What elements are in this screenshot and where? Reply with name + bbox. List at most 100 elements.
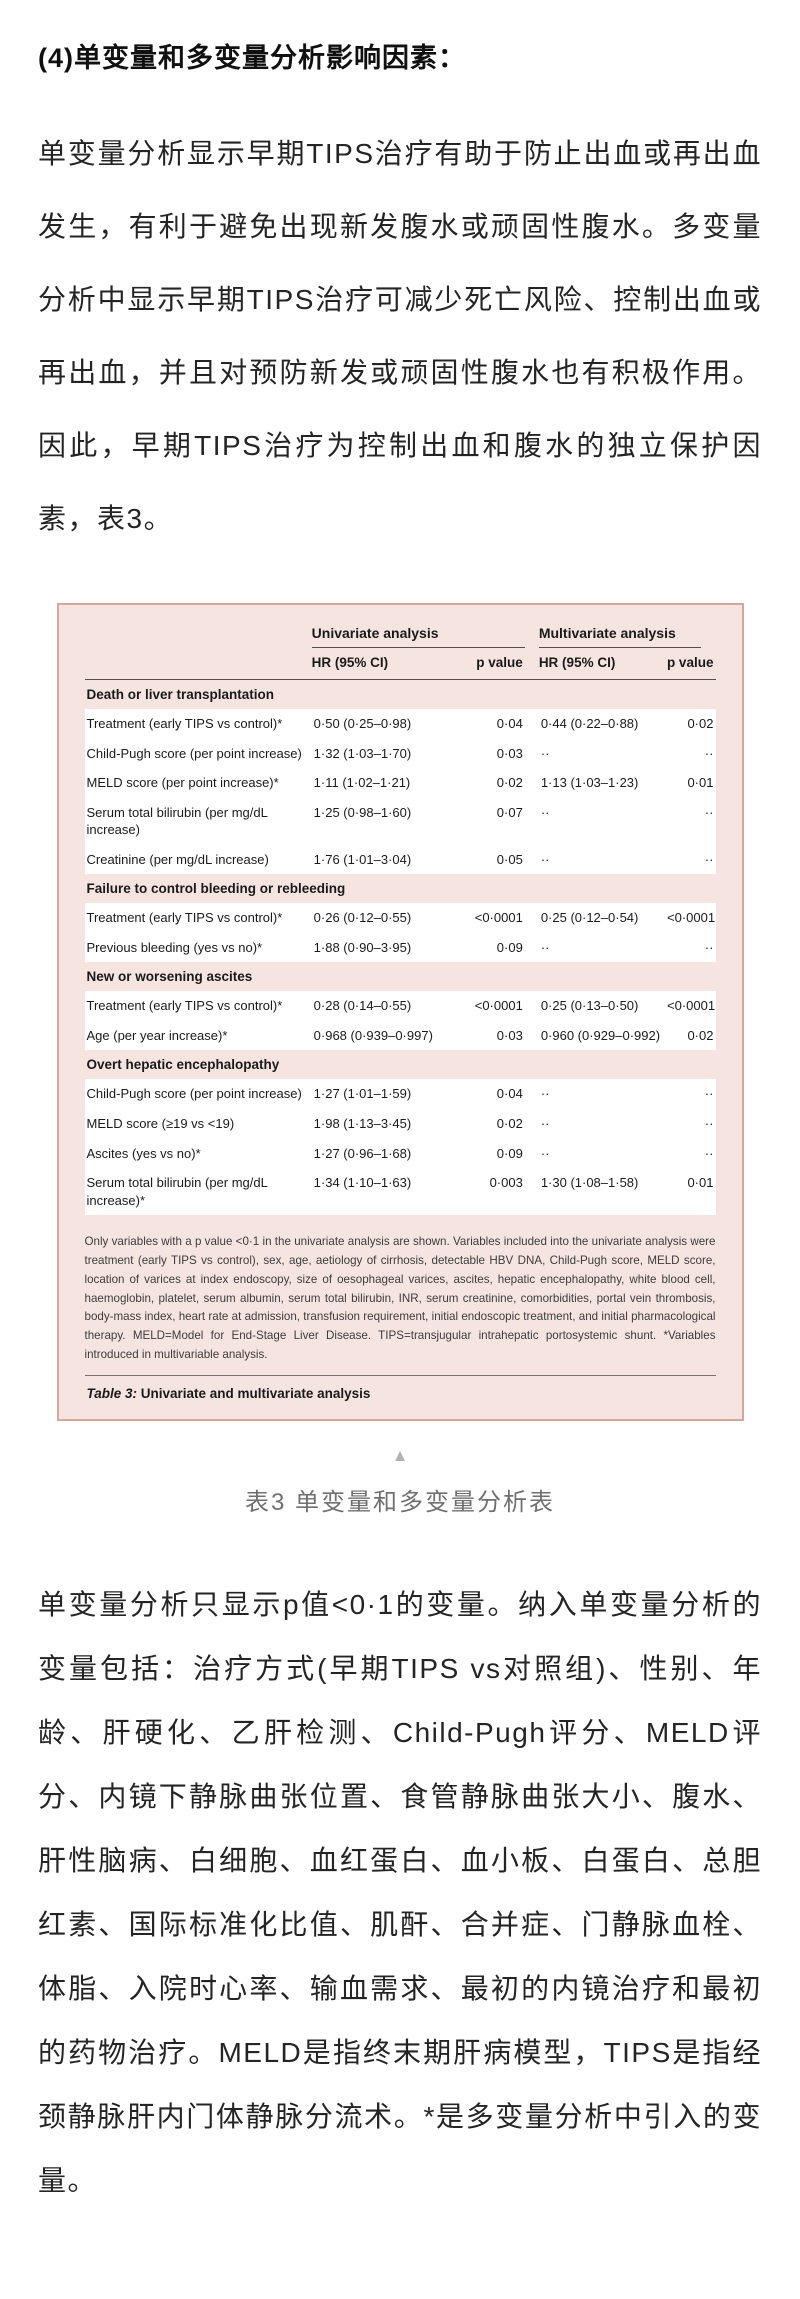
row-value: ·· <box>540 1116 550 1132</box>
row-value: 0·03 <box>496 745 523 761</box>
table-row: MELD score (≥19 vs <19) 1·98 (1·13–3·45) 0… <box>84 1109 716 1139</box>
row-value: ·· <box>704 745 714 761</box>
multivariate-group-header: Multivariate analysis <box>538 623 702 648</box>
row-value: 1·98 (1·13–3·45) <box>313 1116 412 1132</box>
article-page: (4)单变量和多变量分析影响因素： 单变量分析显示早期TIPS治疗有助于防止出血… <box>0 43 800 2196</box>
row-value: 1·32 (1·03–1·70) <box>313 745 412 761</box>
row-label: Ascites (yes vs no)* <box>86 1145 201 1161</box>
table-row: Previous bleeding (yes vs no)* 1·88 (0·90… <box>84 932 716 963</box>
row-value: 0·03 <box>496 1027 523 1043</box>
univariate-p-header: p value <box>476 655 523 670</box>
univariate-hr-header: HR (95% CI) <box>311 655 389 670</box>
row-label: Serum total bilirubin (per mg/dL increas… <box>86 1175 268 1208</box>
row-value: 0·07 <box>496 804 523 820</box>
section-heading: (4)单变量和多变量分析影响因素： <box>38 43 466 73</box>
row-value: 0·02 <box>687 716 714 731</box>
table-group-header-row: Univariate analysis Multivariate analysi… <box>85 623 716 648</box>
row-label: Creatinine (per mg/dL increase) <box>86 851 269 867</box>
table-footnote: Only variables with a p value <0·1 in th… <box>84 1235 716 1361</box>
row-value: ·· <box>540 1086 550 1102</box>
row-value: 0·02 <box>496 1116 523 1132</box>
row-value: 0·02 <box>496 775 523 791</box>
row-value: 0·09 <box>496 939 523 955</box>
row-value: 1·34 (1·10–1·63) <box>313 1175 412 1191</box>
paragraph-table-explanation: 单变量分析只显示p值<0·1的变量。纳入单变量分析的变量包括：治疗方式(早期TI… <box>38 1588 762 2196</box>
table3-figure: Univariate analysis Multivariate analysi… <box>56 603 744 1421</box>
row-label-header <box>85 648 312 679</box>
table-section-title: Death or liver transplantation <box>86 687 275 702</box>
table-label-prefix: Table 3: <box>86 1385 138 1401</box>
row-value: 0·003 <box>489 1175 523 1191</box>
row-value: 1·27 (1·01–1·59) <box>313 1086 412 1102</box>
table-row: Child-Pugh score (per point increase) 1·3… <box>84 738 716 769</box>
row-value: 0·25 (0·13–0·50) <box>540 998 639 1014</box>
row-value: ·· <box>540 1145 550 1161</box>
paragraph-analysis-summary: 单变量分析显示早期TIPS治疗有助于防止出血或再出血发生，有利于避免出现新发腹水… <box>38 138 762 534</box>
row-label: Serum total bilirubin (per mg/dL increas… <box>86 804 268 838</box>
table-row: Serum total bilirubin (per mg/dL increas… <box>84 1168 716 1216</box>
table-row: Treatment (early TIPS vs control)* 0·28 (… <box>84 991 716 1021</box>
row-value: ·· <box>704 1145 714 1161</box>
row-value: 1·30 (1·08–1·58) <box>540 1175 639 1191</box>
collapse-triangle-icon[interactable]: ▲ <box>391 1445 409 1465</box>
row-value: ·· <box>704 1086 714 1102</box>
row-value: ·· <box>704 804 714 820</box>
row-value: ·· <box>704 1116 714 1132</box>
row-value: <0·0001 <box>474 998 523 1014</box>
row-label: Treatment (early TIPS vs control)* <box>86 716 283 731</box>
row-label: Treatment (early TIPS vs control)* <box>86 910 283 926</box>
row-value: <0·0001 <box>667 910 716 926</box>
row-label: MELD score (per point increase)* <box>86 775 279 791</box>
row-value: ·· <box>540 745 550 761</box>
row-value: 1·11 (1·02–1·21) <box>313 775 411 791</box>
row-value: 0·04 <box>496 1086 523 1102</box>
table-row: Ascites (yes vs no)* 1·27 (0·96–1·68) 0·09… <box>84 1138 716 1169</box>
row-value: <0·0001 <box>667 998 716 1014</box>
row-value: 1·76 (1·01–3·04) <box>313 851 412 867</box>
table-row: MELD score (per point increase)* 1·11 (1·… <box>84 768 716 798</box>
row-value: 1·25 (0·98–1·60) <box>313 804 412 820</box>
univariate-group-header: Univariate analysis <box>311 623 525 648</box>
multivariate-p-header: p value <box>666 655 714 670</box>
row-label: Previous bleeding (yes vs no)* <box>86 939 263 955</box>
row-value: 0·01 <box>687 1175 714 1191</box>
table-row: Age (per year increase)* 0·968 (0·939–0·9… <box>84 1020 716 1051</box>
table-caption-block: ▲ 表3 单变量和多变量分析表 <box>0 1447 800 1517</box>
row-label: Child-Pugh score (per point increase) <box>86 1086 302 1102</box>
analysis-table-body: Death or liver transplantation Treatment … <box>84 680 716 1216</box>
table-row: Treatment (early TIPS vs control)* 0·50 (… <box>84 709 716 739</box>
row-value: 0·968 (0·939–0·997) <box>313 1027 433 1043</box>
table-section-title: Failure to control bleeding or rebleedin… <box>86 881 346 897</box>
multivariate-hr-header: HR (95% CI) <box>538 655 616 670</box>
table-bottom-rule <box>84 1374 716 1376</box>
row-label: MELD score (≥19 vs <19) <box>86 1116 235 1132</box>
table-corner-cell <box>85 623 312 648</box>
table-row: Serum total bilirubin (per mg/dL increas… <box>84 797 716 845</box>
row-value: 0·50 (0·25–0·98) <box>313 716 412 731</box>
row-value: 0·01 <box>687 775 714 791</box>
row-value: ·· <box>540 939 550 955</box>
table-row: Child-Pugh score (per point increase) 1·2… <box>84 1079 716 1110</box>
row-value: 0·44 (0·22–0·88) <box>540 716 639 731</box>
row-value: 1·88 (0·90–3·95) <box>313 939 412 955</box>
row-value: 1·27 (0·96–1·68) <box>313 1145 412 1161</box>
row-value: ·· <box>540 851 550 867</box>
table-column-header-row: HR (95% CI) p value HR (95% CI) p value <box>84 648 716 680</box>
row-value: 1·13 (1·03–1·23) <box>540 775 639 791</box>
row-value: 0·25 (0·12–0·54) <box>540 910 639 926</box>
row-value: 0·02 <box>687 1027 714 1043</box>
table-caption: 表3 单变量和多变量分析表 <box>244 1488 555 1516</box>
row-value: 0·960 (0·929–0·992) <box>540 1027 661 1043</box>
univariate-multivariate-table: Univariate analysis Multivariate analysi… <box>56 603 744 1421</box>
row-value: ·· <box>704 851 714 867</box>
row-value: ·· <box>704 939 714 955</box>
row-label: Treatment (early TIPS vs control)* <box>86 998 283 1014</box>
table-label-text: Univariate and multivariate analysis <box>137 1385 371 1401</box>
row-value: 0·05 <box>496 851 523 867</box>
row-value: <0·0001 <box>474 910 523 926</box>
row-value: 0·04 <box>496 716 523 731</box>
table-row: Creatinine (per mg/dL increase) 1·76 (1·0… <box>84 844 716 875</box>
row-value: 0·28 (0·14–0·55) <box>313 998 412 1014</box>
row-value: ·· <box>540 804 550 820</box>
row-value: 0·09 <box>496 1145 523 1161</box>
